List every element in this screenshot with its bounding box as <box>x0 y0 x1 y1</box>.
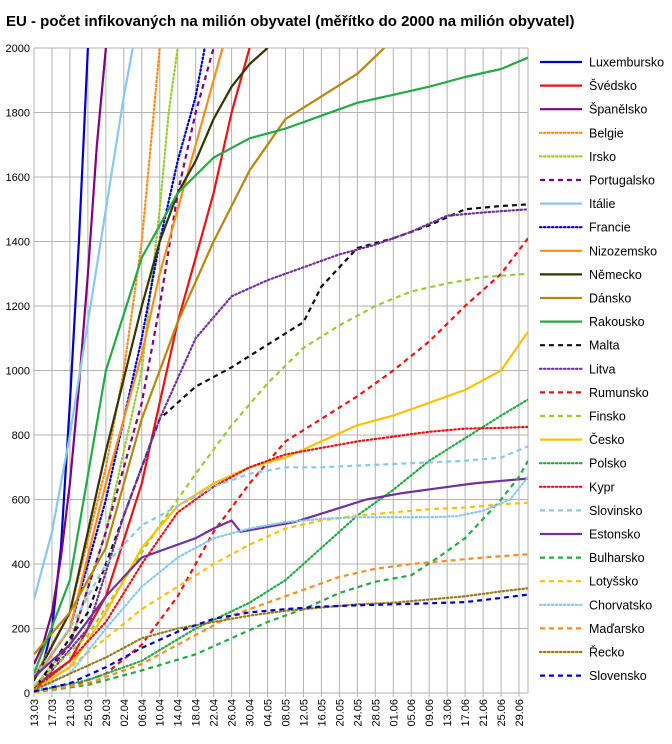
x-tick-label: 16.05 <box>316 699 328 727</box>
x-tick-label: 21.03 <box>65 699 77 727</box>
legend-label: Dánsko <box>589 292 631 306</box>
x-tick-label: 29.06 <box>514 699 526 727</box>
series-line-finsko <box>34 272 528 688</box>
x-tick-label: 18.04 <box>191 699 203 727</box>
legend: Luxembursko Švédsko Španělsko Belgie Irsko Po… <box>538 56 664 683</box>
legend-label: Kypr <box>589 480 615 494</box>
series-line-rakousko <box>34 56 528 674</box>
x-tick-label: 29.03 <box>101 699 113 727</box>
x-tick-label: 06.04 <box>137 699 149 727</box>
x-tick-label: 01.06 <box>388 699 400 727</box>
x-tick-label: 09.06 <box>424 699 436 727</box>
x-tick-label: 17.06 <box>460 699 472 727</box>
y-tick-label: 1800 <box>6 108 30 120</box>
series-line-španělsko <box>34 48 107 665</box>
series-line-lotyšsko <box>34 501 528 691</box>
legend-label: Slovensko <box>589 669 647 683</box>
legend-label: Nizozemsko <box>589 244 657 258</box>
legend-label: Maďarsko <box>589 622 645 636</box>
legend-label: Lotyšsko <box>589 575 638 589</box>
legend-label: Německo <box>589 268 642 282</box>
axes: 0 200 400 600 800 1000 1200 1400 1600 1800 2000 13.… <box>6 43 528 727</box>
y-tick-label: 600 <box>12 495 30 507</box>
series-line-estonsko <box>34 477 528 678</box>
x-tick-label: 22.04 <box>209 699 221 727</box>
legend-label: Malta <box>589 339 620 353</box>
series-line-kypr <box>34 425 528 691</box>
series-line-polsko <box>34 398 528 693</box>
series-line-maďarsko <box>34 553 528 693</box>
x-tick-label: 08.05 <box>280 699 292 727</box>
series-line-rumunsko <box>34 237 528 693</box>
legend-label: Chorvatsko <box>589 598 652 612</box>
y-tick-label: 0 <box>24 688 30 700</box>
series-line-litva <box>34 208 528 693</box>
x-tick-label: 25.03 <box>83 699 95 727</box>
legend-label: Belgie <box>589 126 624 140</box>
legend-label: Itálie <box>589 197 615 211</box>
x-tick-label: 28.05 <box>370 699 382 727</box>
series-line-česko <box>34 331 528 691</box>
legend-label: Španělsko <box>589 102 647 117</box>
x-tick-label: 24.05 <box>352 699 364 727</box>
y-tick-label: 1000 <box>6 366 30 378</box>
legend-label: Finsko <box>589 410 626 424</box>
y-tick-label: 800 <box>12 430 30 442</box>
legend-label: Česko <box>589 432 624 447</box>
legend-label: Portugalsko <box>589 174 655 188</box>
x-tick-label: 26.04 <box>227 699 239 727</box>
legend-label: Polsko <box>589 457 627 471</box>
series-line-slovinsko <box>34 445 528 678</box>
x-tick-label: 17.03 <box>47 699 59 727</box>
y-tick-label: 1200 <box>6 301 30 313</box>
y-tick-label: 2000 <box>6 43 30 55</box>
x-tick-label: 04.05 <box>263 699 275 727</box>
x-tick-label: 20.05 <box>334 699 346 727</box>
x-tick-label: 14.04 <box>173 699 185 727</box>
x-tick-label: 02.04 <box>119 699 131 727</box>
series-line-chorvatsko <box>34 475 528 693</box>
x-tick-label: 13.06 <box>442 699 454 727</box>
x-tick-label: 21.06 <box>478 699 490 727</box>
y-tick-label: 1600 <box>6 172 30 184</box>
series-line-slovensko <box>34 593 528 693</box>
legend-label: Řecko <box>589 645 624 660</box>
chart-title: EU - počet infikovaných na milión obyvat… <box>6 13 574 30</box>
series-line-řecko <box>34 587 528 691</box>
x-tick-label: 05.06 <box>406 699 418 727</box>
series-lines <box>34 48 528 693</box>
series-line-dánsko <box>34 48 386 656</box>
x-tick-label: 25.06 <box>496 699 508 727</box>
series-line-nizozemsko <box>34 48 224 681</box>
legend-label: Francie <box>589 221 631 235</box>
series-line-itálie <box>34 48 134 600</box>
x-tick-label: 10.04 <box>155 699 167 727</box>
legend-label: Luxembursko <box>589 56 664 70</box>
x-tick-label: 13.03 <box>29 699 41 727</box>
legend-label: Litva <box>589 362 615 376</box>
legend-label: Estonsko <box>589 528 640 542</box>
legend-label: Bulharsko <box>589 551 645 565</box>
legend-label: Rakousko <box>589 315 645 329</box>
legend-label: Slovinsko <box>589 504 643 518</box>
legend-label: Irsko <box>589 150 616 164</box>
x-tick-label: 30.04 <box>245 699 257 727</box>
legend-label: Rumunsko <box>589 386 649 400</box>
y-tick-label: 400 <box>12 559 30 571</box>
legend-label: Švédsko <box>589 78 637 93</box>
y-tick-label: 1400 <box>6 237 30 249</box>
x-tick-label: 12.05 <box>298 699 310 727</box>
y-tick-label: 200 <box>12 624 30 636</box>
series-line-bulharsko <box>34 460 528 693</box>
